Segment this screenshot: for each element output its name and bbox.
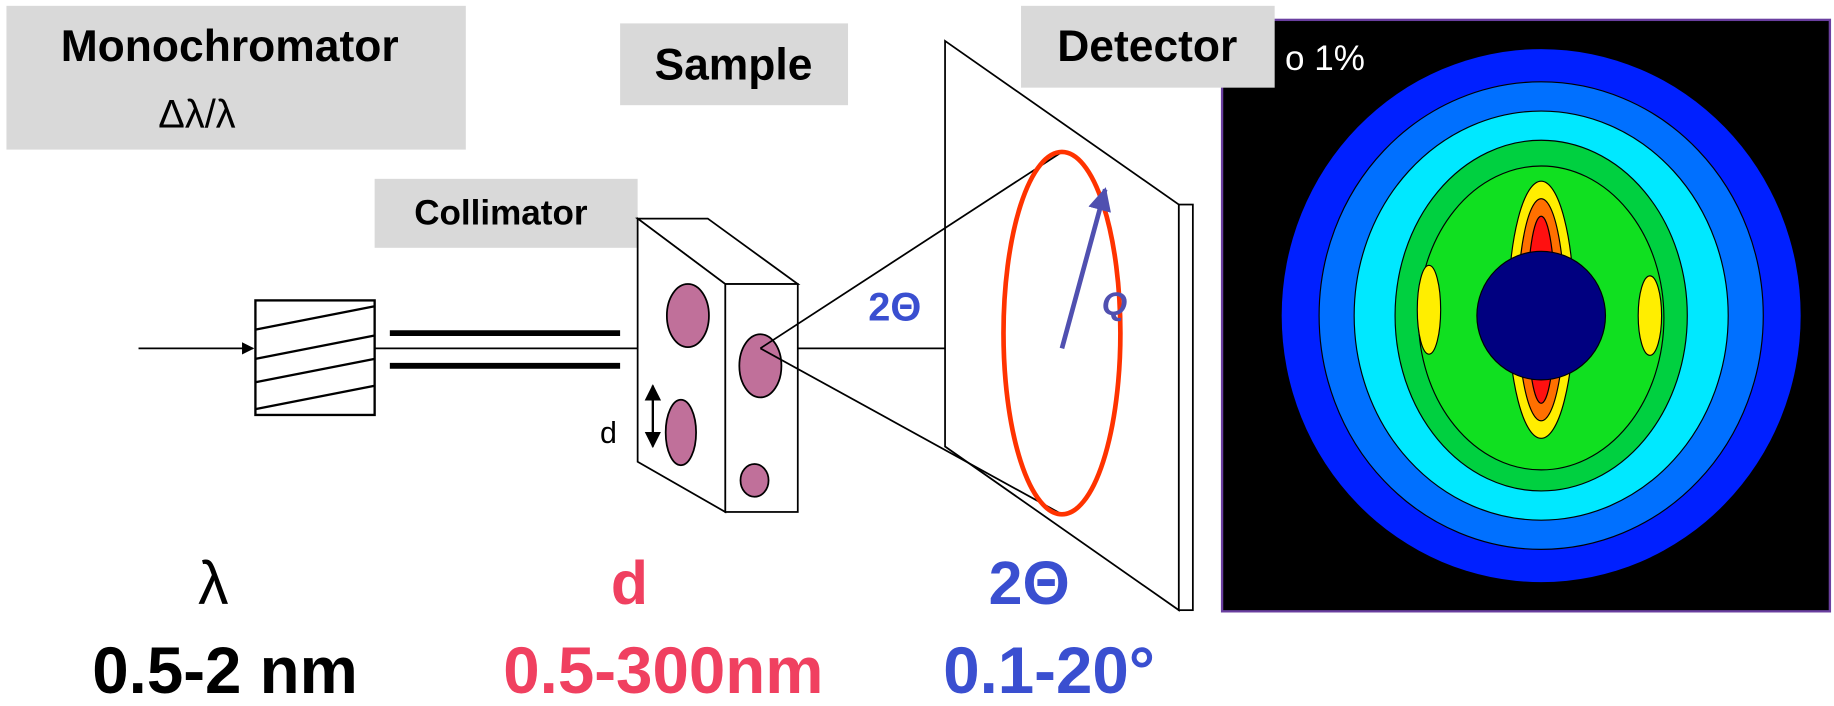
angle-label: 2Θ — [868, 285, 921, 329]
monochromator-label: Monochromator — [61, 22, 399, 71]
parameter-range: 0.1-20° — [943, 634, 1155, 706]
contour-note: o 1% — [1285, 39, 1365, 78]
detector-plane — [945, 41, 1179, 610]
collimator-label: Collimator — [414, 193, 588, 232]
resolution-label: Δλ/λ — [158, 92, 235, 136]
parameter-range: 0.5-2 nm — [92, 634, 357, 706]
parameter-symbol: λ — [198, 549, 228, 617]
parameter-symbol: 2Θ — [989, 549, 1070, 617]
q-label: Q — [1102, 285, 1127, 322]
scattering-image — [1222, 20, 1830, 611]
sample — [638, 219, 798, 512]
parameter-symbol: d — [611, 549, 648, 617]
detector-label: Detector — [1057, 22, 1237, 71]
sample-label: Sample — [655, 41, 813, 90]
detector-plate — [1179, 205, 1193, 611]
saxs-diagram: o 1% Monochromator Δλ/λ Sample Collimato… — [0, 0, 1834, 706]
parameter-range: 0.5-300nm — [503, 634, 823, 706]
monochromator — [255, 300, 374, 415]
d-label: d — [600, 416, 617, 450]
collimator — [390, 333, 620, 366]
